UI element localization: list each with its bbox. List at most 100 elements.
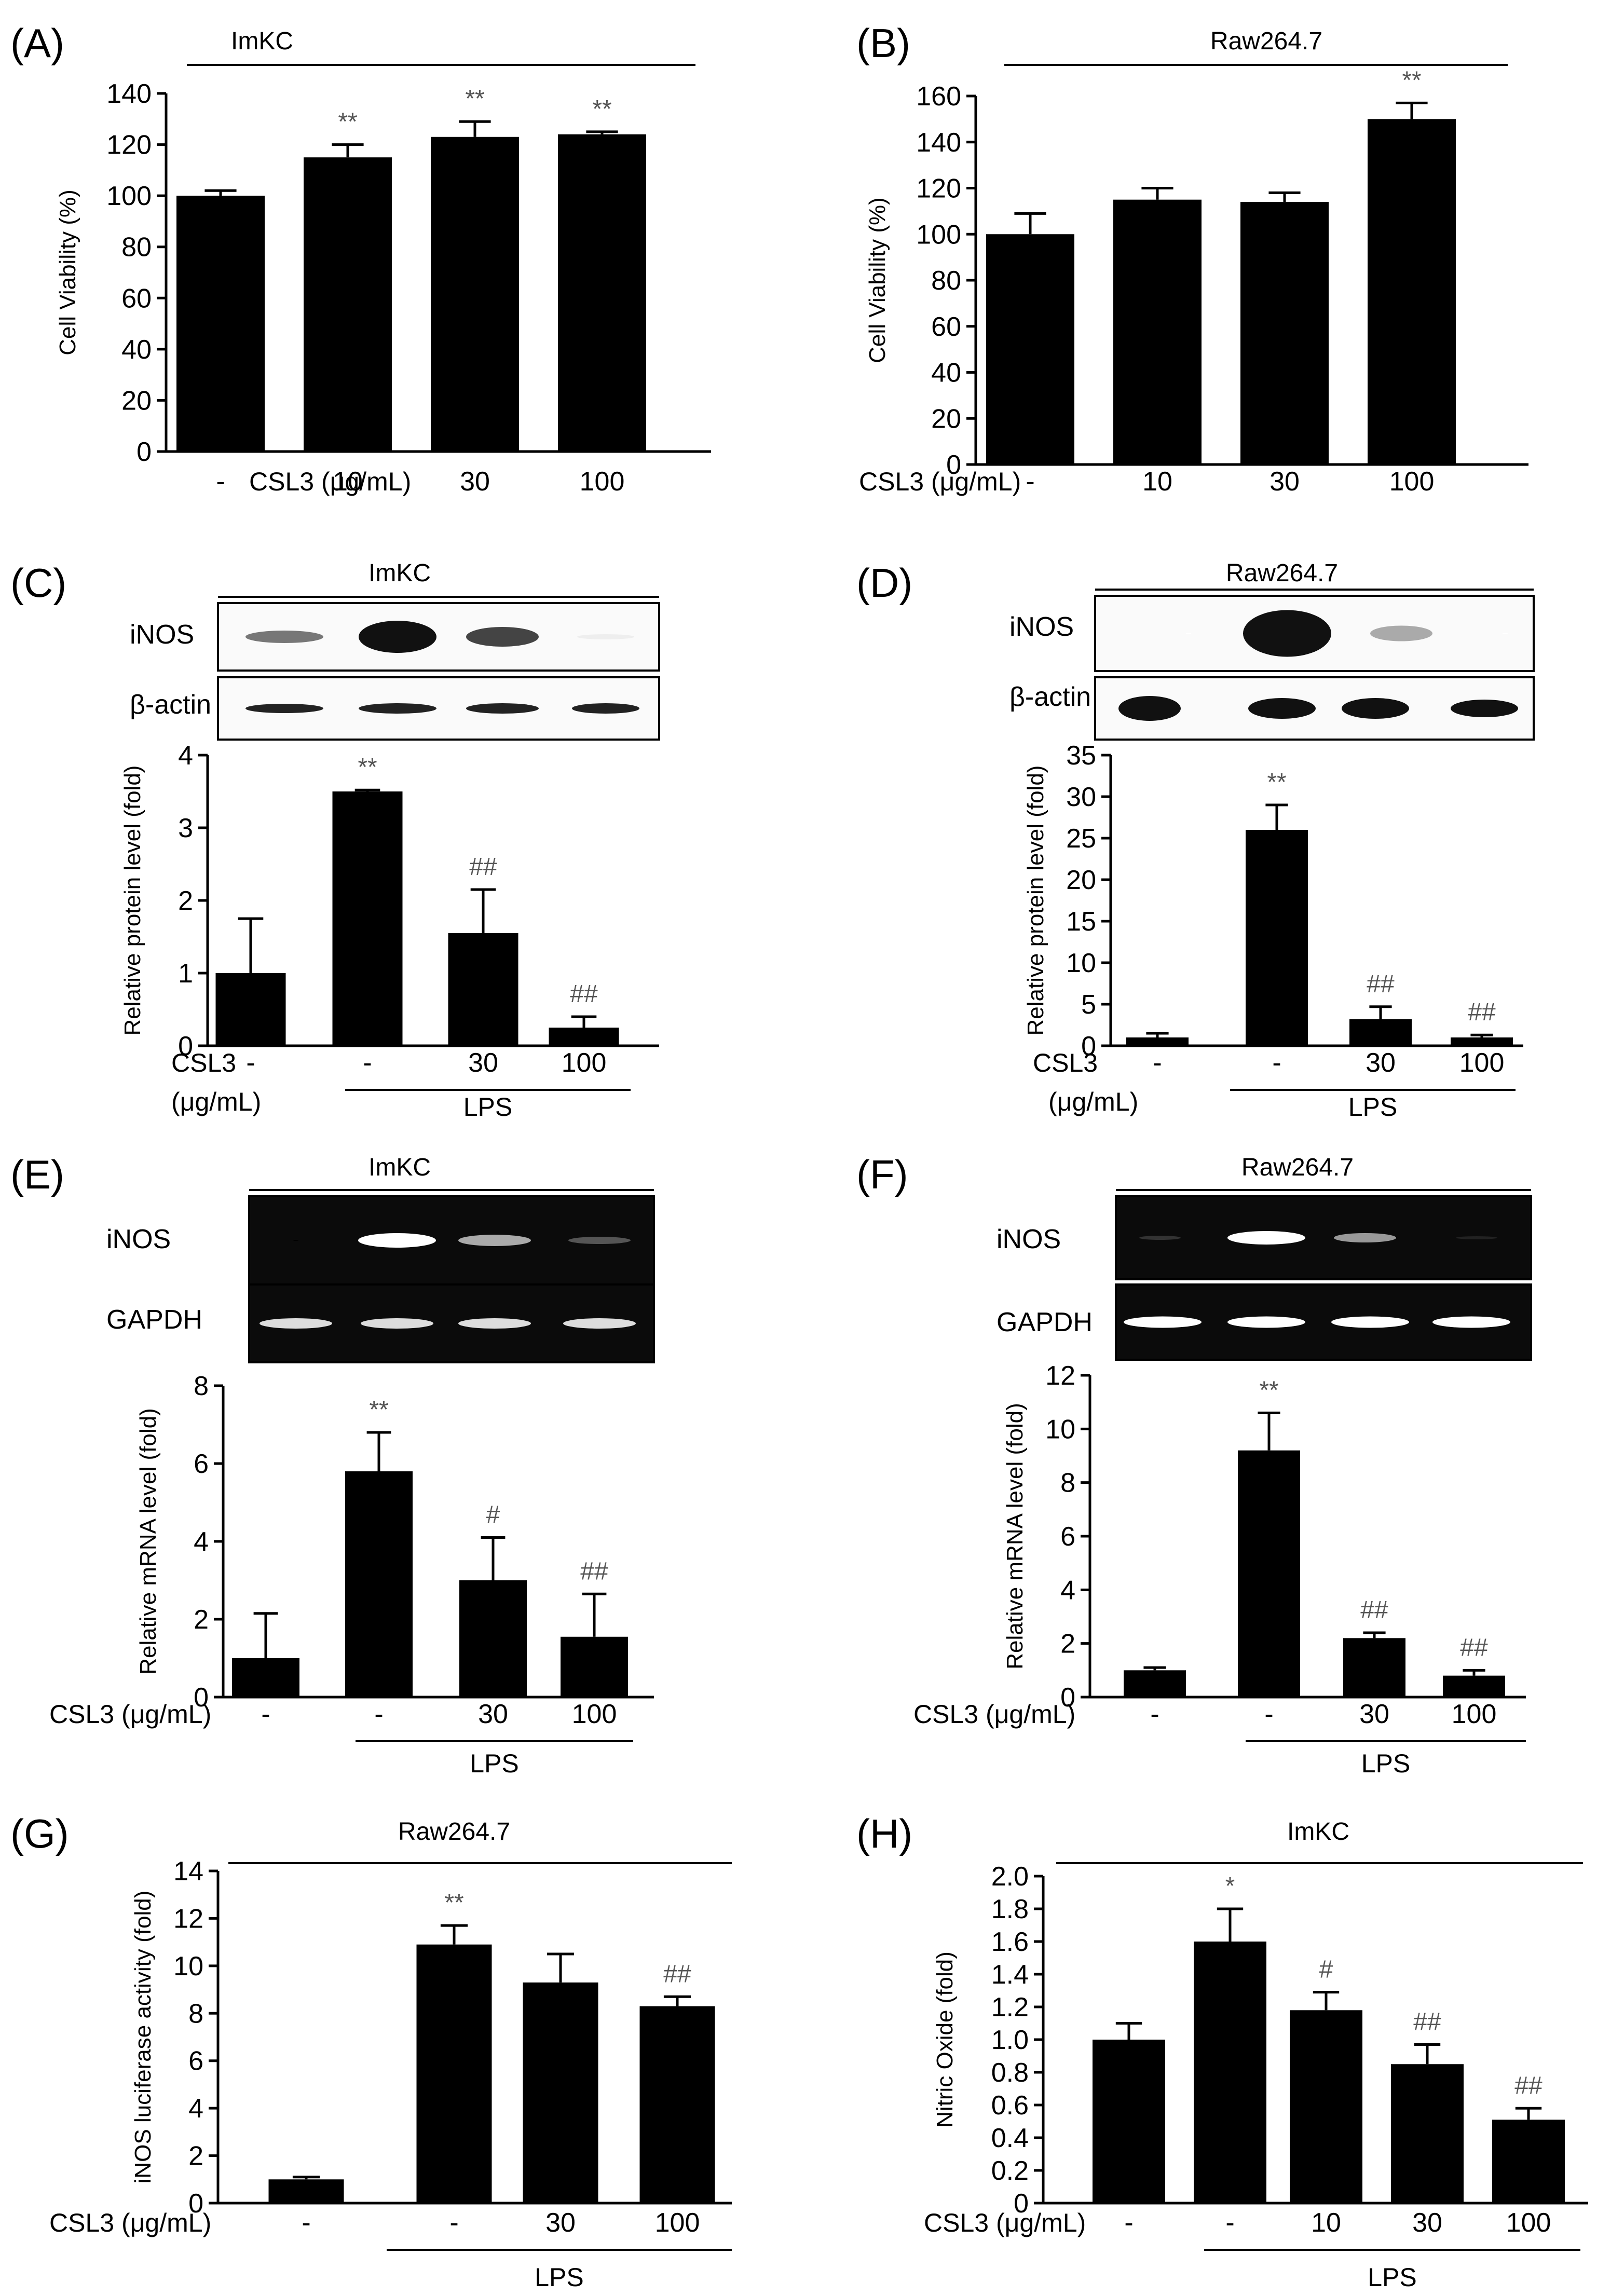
y-tick-label: 35 — [1066, 741, 1096, 771]
x-axis-label: CSL3 (μg/mL) — [924, 2208, 1086, 2237]
panel-letter: (H) — [856, 1811, 912, 1856]
x-category-label: 100 — [562, 1048, 607, 1078]
panel-title: Raw264.7 — [1226, 559, 1338, 587]
bar — [304, 157, 392, 452]
significance-mark: ** — [1402, 66, 1421, 94]
x-category-label: - — [1124, 2208, 1133, 2238]
bar — [1391, 2064, 1464, 2203]
x-category-label: - — [1153, 1048, 1162, 1078]
blot-label: GAPDH — [106, 1305, 202, 1335]
x-category-label: - — [1264, 1699, 1273, 1729]
y-tick-label: 20 — [1066, 865, 1096, 895]
blot-band — [359, 703, 436, 714]
y-tick-label: 1 — [178, 959, 193, 989]
panel-letter: (C) — [10, 560, 66, 606]
y-axis-label: Cell Viability (%) — [865, 197, 890, 363]
blot-band — [1186, 633, 1191, 634]
panel-a: (A) ImKC 0 20 40 60 80 100 120 140 Cell Viability … — [10, 20, 711, 497]
y-tick-label: 6 — [188, 2046, 203, 2076]
x-category-label: - — [1150, 1699, 1159, 1729]
y-tick-label: 15 — [1066, 907, 1096, 937]
y-tick-label: 8 — [188, 1999, 203, 2029]
y-tick-label: 8 — [194, 1371, 209, 1401]
x-category-label: - — [374, 1699, 383, 1729]
y-tick-label: 0 — [137, 437, 152, 467]
x-category-label: - — [1272, 1048, 1281, 1078]
bar — [268, 2179, 344, 2203]
y-tick-label: 0 — [188, 2189, 203, 2219]
y-tick-label: 0.2 — [991, 2156, 1029, 2186]
x-category-label: 30 — [460, 467, 490, 497]
blot-label: iNOS — [1009, 612, 1074, 642]
y-tick-label: 0 — [1081, 1031, 1096, 1061]
y-tick-label: 1.6 — [991, 1927, 1029, 1957]
blot-band — [568, 1237, 631, 1244]
y-tick-label: 4 — [188, 2094, 203, 2124]
bar — [232, 1658, 299, 1697]
significance-mark: ** — [369, 1396, 388, 1424]
significance-mark: ## — [570, 980, 598, 1008]
x-category-label: - — [302, 2208, 310, 2238]
x-category-label: 10 — [1311, 2208, 1341, 2238]
bar — [1238, 1450, 1300, 1697]
y-tick-label: 100 — [916, 220, 961, 250]
panel-letter: (G) — [10, 1811, 69, 1856]
y-tick-label: 40 — [931, 358, 961, 388]
bar — [1451, 1037, 1513, 1046]
significance-mark: ** — [592, 95, 611, 123]
blot-band — [1243, 610, 1331, 657]
significance-mark: ## — [1367, 971, 1395, 998]
group-label: LPS — [1361, 1749, 1411, 1778]
bar — [1246, 830, 1308, 1046]
y-tick-label: 10 — [173, 1951, 203, 1981]
y-tick-label: 4 — [1060, 1575, 1075, 1605]
blot-band — [458, 1318, 531, 1329]
x-category-label: 10 — [333, 467, 363, 497]
y-tick-label: 30 — [1066, 782, 1096, 812]
group-label: LPS — [470, 1749, 519, 1778]
panel-title: ImKC — [231, 28, 293, 55]
y-tick-label: 1.0 — [991, 2025, 1029, 2055]
bar — [416, 1944, 492, 2203]
bar — [1343, 1638, 1405, 1697]
bar — [986, 234, 1074, 464]
x-category-label: - — [246, 1048, 255, 1078]
blot-label: iNOS — [997, 1224, 1061, 1254]
x-axis-label: CSL3 (μg/mL) — [859, 467, 1021, 496]
blot-band — [361, 1318, 433, 1329]
x-category-label: 100 — [1459, 1048, 1505, 1078]
blot-band — [1451, 700, 1518, 717]
bar — [1492, 2120, 1565, 2203]
blot-label: iNOS — [106, 1224, 171, 1254]
y-tick-label: 120 — [106, 130, 152, 160]
x-category-label: 30 — [1270, 467, 1300, 497]
x-axis-label: CSL3 — [171, 1048, 236, 1077]
y-tick-label: 1.2 — [991, 1992, 1029, 2022]
significance-mark: ## — [1514, 2072, 1543, 2099]
y-tick-label: 4 — [178, 741, 193, 771]
blot-band — [1334, 1233, 1396, 1242]
y-tick-label: 6 — [194, 1449, 209, 1479]
y-tick-label: 0.6 — [991, 2090, 1029, 2121]
panel-letter: (D) — [856, 560, 912, 606]
panel-d: (D) Raw264.7 iNOS β-actin 0 5 10 15 20 25 30 35 Rela… — [856, 559, 1535, 1122]
blot-band — [1227, 1316, 1305, 1328]
bar — [549, 1028, 619, 1046]
x-category-label: - — [449, 2208, 458, 2238]
panel-b: (B) Raw264.7 0 20 40 60 80 100 120 140 160 Cell Via… — [856, 20, 1528, 497]
blot-band — [359, 621, 436, 653]
y-tick-label: 4 — [194, 1527, 209, 1557]
y-tick-label: 0.8 — [991, 2058, 1029, 2088]
bar — [639, 2006, 715, 2203]
x-axis-label: CSL3 (μg/mL) — [49, 2208, 211, 2237]
bar — [1240, 202, 1329, 464]
x-category-label: - — [216, 467, 225, 497]
y-axis-label: Relative protein level (fold) — [1023, 766, 1048, 1036]
panel-title: Raw264.7 — [398, 1818, 510, 1846]
panel-letter: (B) — [856, 20, 910, 66]
panel-e: (E) ImKC iNOS GAPDH 0 2 4 6 8 Relative mRNA level… — [10, 1152, 655, 1778]
y-tick-label: 160 — [916, 81, 961, 112]
y-tick-label: 20 — [931, 404, 961, 434]
y-tick-label: 1.8 — [991, 1894, 1029, 1924]
significance-mark: ## — [580, 1557, 608, 1585]
